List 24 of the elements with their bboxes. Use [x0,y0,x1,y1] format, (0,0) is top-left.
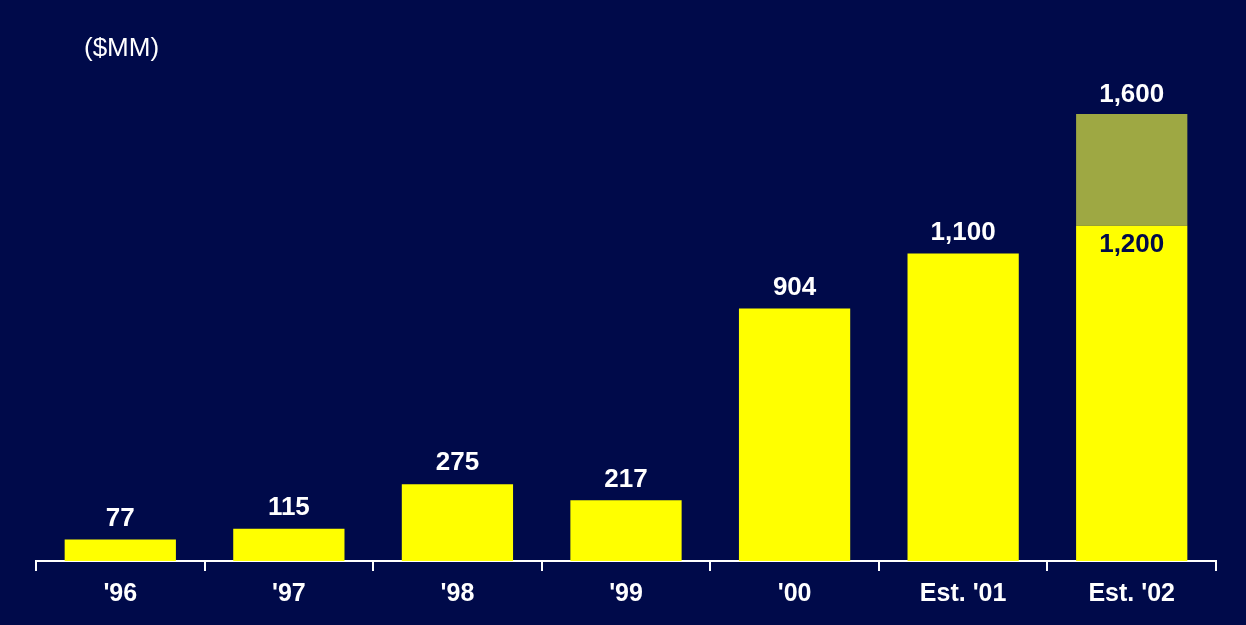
bar [64,539,176,561]
data-label: 904 [772,270,817,301]
bar [738,308,851,561]
data-label: 217 [604,462,648,493]
x-tick-label: '00 [777,577,812,606]
x-tick-label: '96 [103,577,138,606]
x-tick-label: '98 [440,577,475,606]
x-tick-label: Est. '02 [1088,577,1175,606]
data-label: 1,200 [1099,227,1165,258]
data-label: 115 [267,491,310,522]
bar [401,484,514,561]
text: ($MM) [84,32,160,63]
x-tick-label: Est. '01 [919,577,1007,606]
total-label: 1,600 [1099,78,1165,109]
bar [1076,225,1188,561]
bar [907,253,1019,561]
data-label: 275 [435,446,480,477]
data-label: 1,100 [930,215,996,246]
x-tick-label: '97 [271,577,306,606]
x-tick-label: '99 [609,577,643,606]
bar [1076,113,1188,226]
bar [570,500,682,561]
bar [233,528,345,561]
data-label: 77 [105,501,135,532]
